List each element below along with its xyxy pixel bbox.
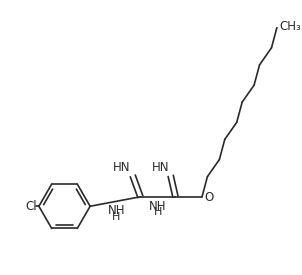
Text: NH: NH (149, 200, 167, 213)
Text: HN: HN (152, 161, 170, 174)
Text: Cl: Cl (25, 200, 37, 213)
Text: NH: NH (108, 204, 125, 217)
Text: O: O (204, 191, 213, 204)
Text: H: H (154, 207, 162, 217)
Text: CH₃: CH₃ (280, 20, 301, 33)
Text: H: H (112, 212, 120, 222)
Text: HN: HN (112, 161, 130, 174)
